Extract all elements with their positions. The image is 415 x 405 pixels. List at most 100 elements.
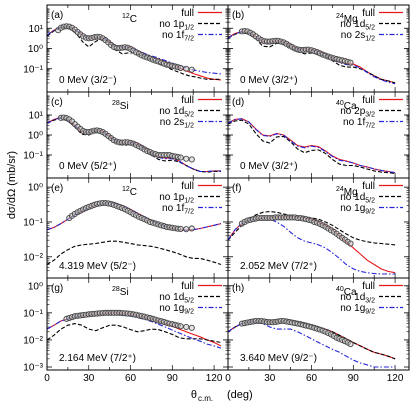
state-label: 0 MeV (3/2⁻) (59, 75, 117, 86)
nucleus-label: 24Mg (336, 186, 358, 198)
x-tick-label: 0 (44, 373, 50, 384)
panel-label: (g) (51, 283, 63, 294)
panel-label: (h) (232, 283, 244, 294)
x-axis-label: θ c.m. (deg) (191, 389, 253, 403)
panel-frame (227, 277, 410, 371)
series-line (228, 31, 396, 85)
x-axis-label-main: θ (191, 389, 197, 401)
legend-label: no 1d5/2 (159, 106, 194, 119)
state-label: 2.164 MeV (7/2⁺) (59, 353, 136, 364)
panel-label: (c) (51, 97, 63, 108)
legend-label: no 1d5/2 (340, 192, 375, 205)
series-line (228, 217, 396, 275)
y-tick-label: 10⁻¹ (23, 64, 43, 75)
series-line (47, 240, 222, 266)
state-label: 3.640 MeV (9/2⁻) (240, 353, 317, 364)
panel-label: (d) (232, 97, 244, 108)
nucleus-label: 24Mg (336, 13, 358, 25)
state-label: 0 MeV (3/2⁺) (240, 161, 298, 172)
legend-label: full (362, 281, 375, 292)
data-point (177, 323, 184, 330)
legend-label: full (181, 181, 194, 192)
data-point (347, 240, 354, 247)
legend-label: no 1f7/2 (343, 117, 375, 130)
series-line (47, 323, 222, 344)
curves (47, 309, 222, 349)
series-line (228, 119, 396, 174)
y-tick-label: 10¹ (29, 111, 44, 122)
x-tick-label: 120 (206, 373, 223, 384)
panel: 10⁻³ 10⁻² 10⁻¹ 10⁰ 0 30 60 90 120 (g) 28Si 2.164 Me… (23, 277, 229, 384)
state-label: 0 MeV (5/2⁺) (59, 161, 117, 172)
legend-label: no 1p1/2 (159, 19, 194, 32)
x-tick-label: 90 (167, 373, 179, 384)
data-point (177, 154, 184, 161)
y-tick-label: 10⁻² (23, 252, 43, 263)
legend-label: no 1p1/2 (159, 192, 194, 205)
x-tick-label: 0 (225, 373, 231, 384)
legend-label: full (362, 95, 375, 106)
y-tick-label: 10¹ (29, 24, 44, 35)
data-point (188, 225, 195, 232)
legend-label: full (362, 181, 375, 192)
legend-label: no 1g9/2 (340, 303, 375, 316)
legend-label: no 1f7/2 (162, 30, 194, 43)
curves (228, 27, 396, 85)
data-point (177, 225, 184, 232)
y-tick-label: 10⁰ (28, 44, 43, 55)
data-point (188, 324, 195, 331)
y-axis-label: dσ/dΩ (mb/sr) (6, 151, 18, 219)
y-tick-label: 10⁰ (28, 281, 43, 292)
data-point (183, 323, 190, 331)
state-label: 0 MeV (3/2⁺) (240, 75, 298, 86)
data-point (183, 65, 190, 72)
y-tick-label: 10⁻² (23, 335, 43, 346)
data-point (347, 341, 354, 348)
x-axis-label-unit: (deg) (227, 389, 253, 401)
nucleus-label: 28Si (112, 286, 129, 298)
nucleus-label: 12C (122, 13, 137, 25)
legend-label: no 1d5/2 (340, 19, 375, 32)
x-tick-label: 60 (306, 373, 318, 384)
data-point (183, 155, 190, 162)
y-tick-label: 10⁻¹ (23, 217, 43, 228)
curves (47, 199, 222, 266)
series-line (228, 321, 396, 368)
y-tick-label: 10⁻¹ (23, 151, 43, 162)
series-line (228, 118, 396, 174)
legend-label: no 1d5/2 (159, 292, 194, 305)
legend-label: no 2s1/2 (160, 117, 194, 130)
data-point (188, 66, 195, 73)
legend-label: no 1d3/2 (340, 292, 375, 305)
series-line (228, 210, 396, 246)
x-axis-label-sub: c.m. (198, 394, 213, 403)
legend-label: full (181, 8, 194, 19)
legend-label: no 2s1/2 (341, 30, 375, 43)
y-tick-label: 10⁻¹ (23, 308, 43, 319)
y-tick-label: 10⁰ (28, 183, 43, 194)
x-tick-label: 30 (83, 373, 95, 384)
panel-label: (e) (51, 183, 63, 194)
x-tick-label: 30 (264, 373, 276, 384)
curves (228, 317, 396, 368)
x-tick-label: 120 (387, 373, 404, 384)
legend-label: no 2p3/2 (340, 106, 375, 119)
curves (228, 118, 396, 174)
panel-label: (f) (232, 183, 241, 194)
curves (47, 114, 221, 173)
legend-label: no 1f7/2 (162, 203, 194, 216)
data-point (177, 64, 184, 71)
curves (47, 23, 222, 81)
panel-label: (a) (51, 10, 63, 21)
legend-label: no 1g9/2 (159, 303, 194, 316)
state-label: 2.052 MeV (7/2⁺) (240, 261, 317, 272)
data-point (188, 156, 195, 163)
legend-label: full (181, 281, 194, 292)
